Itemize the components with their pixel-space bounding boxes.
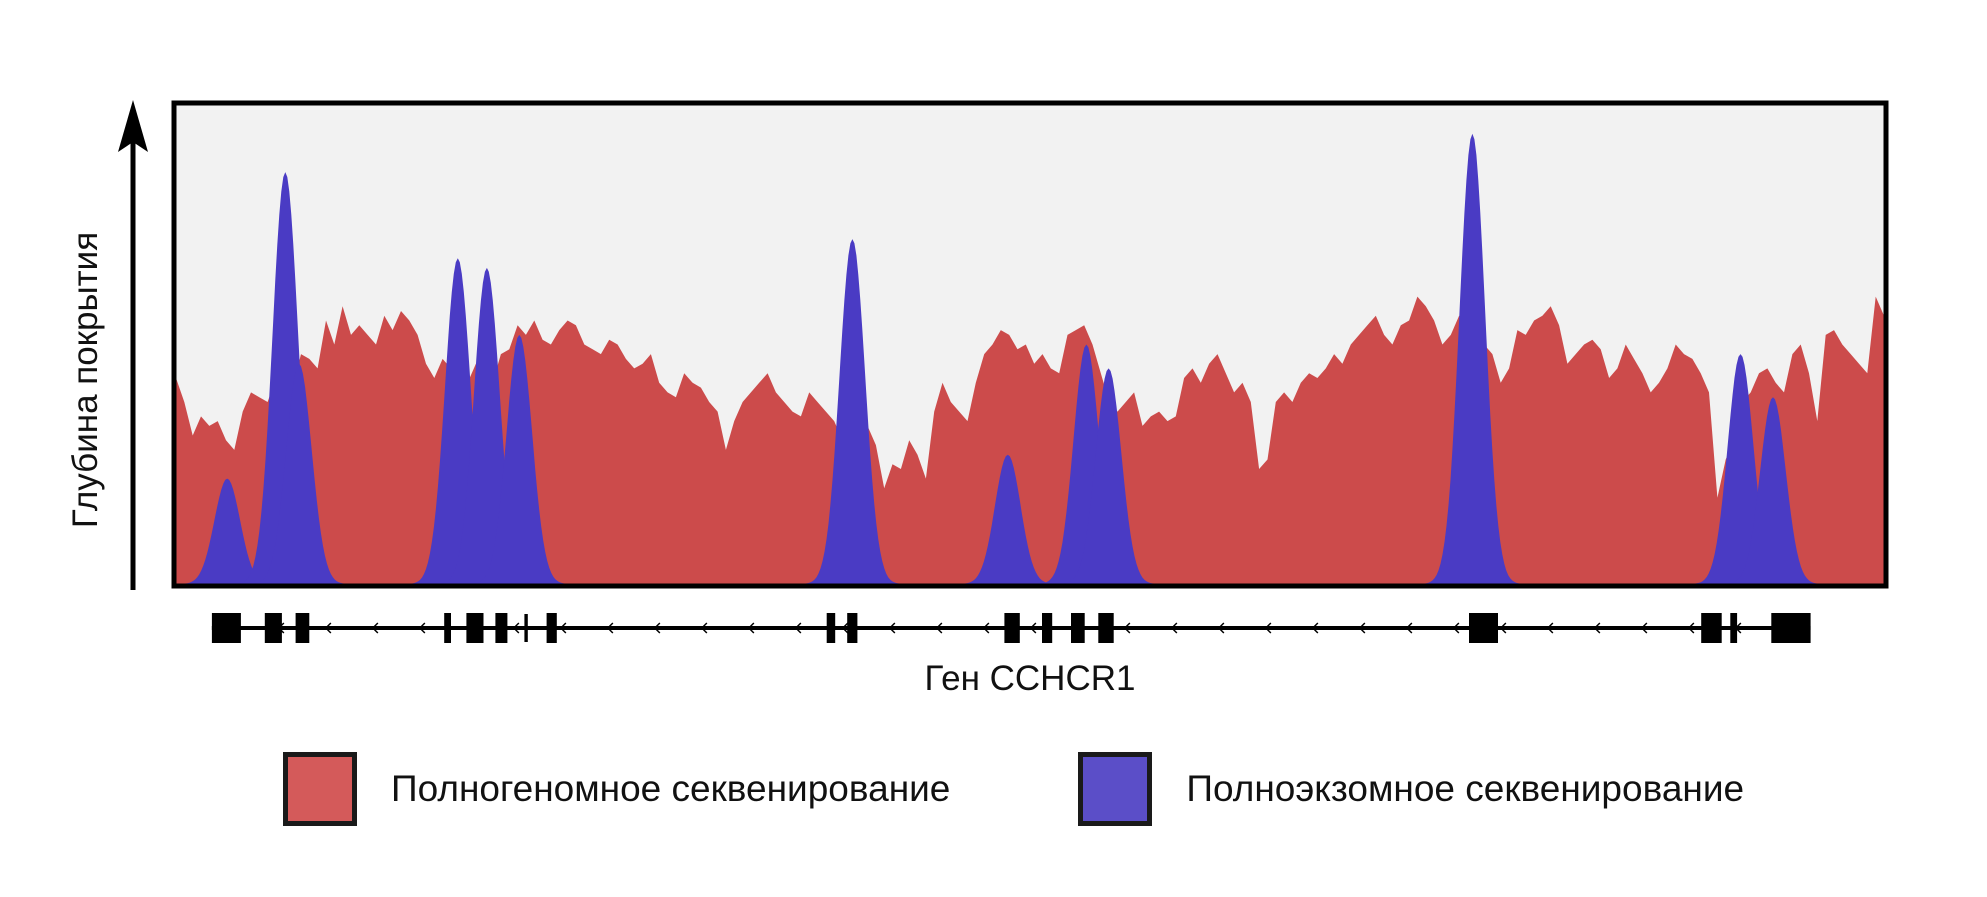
wes-peak [398, 258, 518, 584]
y-axis-label: Глубина покрытия [66, 232, 105, 528]
strand-chevron-icon [1687, 622, 1695, 634]
strand-chevron-icon [371, 622, 379, 634]
gene-exon [295, 613, 310, 643]
wes-peak [239, 363, 359, 584]
wes-peak [1026, 344, 1147, 584]
strand-chevron-icon [982, 622, 990, 634]
strand-chevron-icon [559, 622, 567, 634]
gene-exon [826, 613, 836, 643]
strand-chevron-icon [935, 622, 943, 634]
gene-exon [211, 613, 241, 643]
gene-exon [847, 613, 858, 643]
wes-peak [1048, 368, 1169, 584]
gene-exon [1469, 613, 1498, 643]
x-axis-label: Ген CCHCR1 [925, 659, 1136, 698]
gene-track [211, 613, 1811, 643]
gene-exon [546, 613, 557, 643]
strand-chevron-icon [1029, 622, 1037, 634]
legend-label-wes: Полноэкзомное секвенирование [1186, 768, 1745, 809]
strand-chevron-icon [1170, 622, 1178, 634]
wes-peak [1713, 397, 1833, 584]
gene-exon [466, 613, 484, 643]
gene-exon [444, 613, 451, 643]
wes-peak [225, 172, 346, 584]
strand-chevron-icon [1405, 622, 1413, 634]
strand-chevron-icon [1311, 622, 1319, 634]
wes-peak [792, 239, 913, 584]
strand-chevron-icon [418, 622, 426, 634]
strand-chevron-icon [324, 622, 332, 634]
gene-exon [495, 613, 508, 643]
strand-chevron-icon [794, 622, 802, 634]
legend: Полногеномное секвенирование Полноэкзомн… [283, 752, 1872, 826]
strand-chevron-icon [606, 622, 614, 634]
wes-peak [427, 267, 547, 584]
legend-swatch-wes [1078, 752, 1153, 826]
strand-chevron-icon [1499, 622, 1507, 634]
strand-chevron-icon [1452, 622, 1460, 634]
gene-exon [1042, 613, 1053, 643]
strand-chevron-icon [1640, 622, 1648, 634]
gene-exon [264, 613, 282, 643]
wes-series [176, 133, 1833, 584]
strand-chevron-icon [1264, 622, 1272, 634]
legend-label-wgs: Полногеномное секвенирование [391, 768, 951, 809]
strand-chevron-icon [512, 622, 520, 634]
strand-chevron-icon [888, 622, 896, 634]
gene-exon [1771, 613, 1811, 643]
gene-exon [1004, 613, 1020, 643]
strand-chevron-icon [1546, 622, 1554, 634]
strand-chevron-icon [747, 622, 755, 634]
legend-item-wgs: Полногеномное секвенирование [283, 752, 950, 826]
strand-chevron-icon [1358, 622, 1366, 634]
wes-peak [1680, 354, 1801, 584]
wes-peak [176, 478, 287, 584]
wes-peak [1412, 133, 1533, 584]
legend-swatch-wgs [283, 752, 357, 826]
strand-chevron-icon [653, 622, 661, 634]
strand-chevron-icon [1593, 622, 1601, 634]
legend-item-wes: Полноэкзомное секвенирование [1078, 752, 1744, 826]
plot-frame [171, 100, 1889, 589]
wes-peak [459, 334, 580, 584]
strand-chevron-icon [700, 622, 708, 634]
gene-exon [1730, 613, 1738, 643]
wes-peak [948, 454, 1068, 584]
gene-exon [1701, 613, 1722, 643]
gene-exon [524, 614, 528, 642]
strand-chevron-icon [1123, 622, 1131, 634]
gene-exon [1098, 613, 1114, 643]
y-axis-arrow-icon [118, 100, 148, 152]
strand-chevron-icon [841, 622, 849, 634]
gene-exon [1071, 613, 1085, 643]
strand-chevron-icon [1217, 622, 1225, 634]
